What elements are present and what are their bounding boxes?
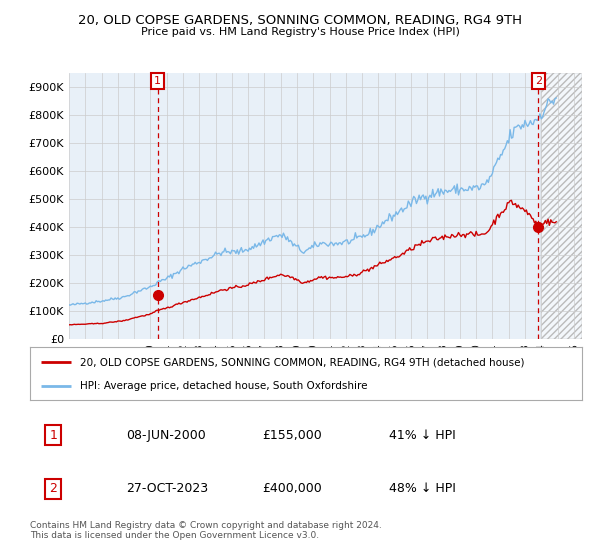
Text: 08-JUN-2000: 08-JUN-2000 [127, 428, 206, 442]
Text: £400,000: £400,000 [262, 482, 322, 496]
Text: 48% ↓ HPI: 48% ↓ HPI [389, 482, 455, 496]
Text: 41% ↓ HPI: 41% ↓ HPI [389, 428, 455, 442]
Text: 20, OLD COPSE GARDENS, SONNING COMMON, READING, RG4 9TH (detached house): 20, OLD COPSE GARDENS, SONNING COMMON, R… [80, 357, 524, 367]
Text: £155,000: £155,000 [262, 428, 322, 442]
Text: 1: 1 [154, 76, 161, 86]
Text: 20, OLD COPSE GARDENS, SONNING COMMON, READING, RG4 9TH: 20, OLD COPSE GARDENS, SONNING COMMON, R… [78, 14, 522, 27]
Text: 1: 1 [49, 428, 57, 442]
Text: Price paid vs. HM Land Registry's House Price Index (HPI): Price paid vs. HM Land Registry's House … [140, 27, 460, 37]
Text: 27-OCT-2023: 27-OCT-2023 [127, 482, 209, 496]
Text: 2: 2 [49, 482, 57, 496]
Text: 2: 2 [535, 76, 542, 86]
Text: HPI: Average price, detached house, South Oxfordshire: HPI: Average price, detached house, Sout… [80, 380, 367, 390]
Text: Contains HM Land Registry data © Crown copyright and database right 2024.
This d: Contains HM Land Registry data © Crown c… [30, 521, 382, 540]
